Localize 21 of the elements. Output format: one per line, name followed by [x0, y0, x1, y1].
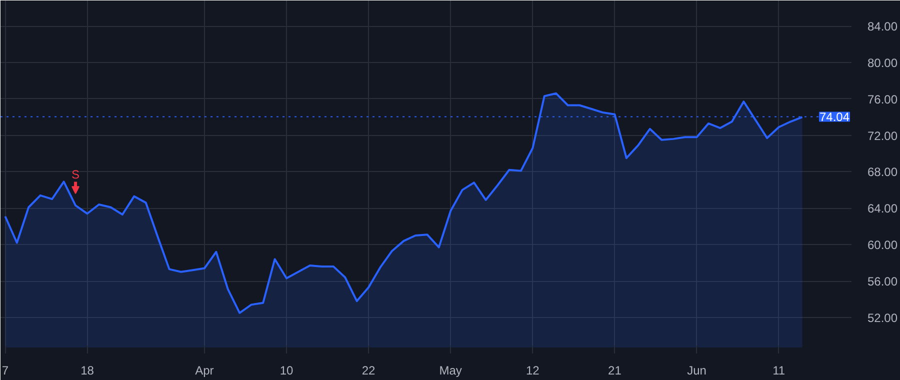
x-tick-label: Jun: [687, 364, 706, 378]
x-tick-label: 21: [608, 364, 622, 378]
x-tick-label: 12: [526, 364, 540, 378]
x-tick-label: 10: [280, 364, 294, 378]
y-tick-label: 60.00: [868, 238, 898, 252]
y-tick-label: 84.00: [868, 20, 898, 34]
x-tick-label: May: [439, 364, 462, 378]
y-tick-label: 56.00: [868, 274, 898, 289]
y-tick-label: 52.00: [868, 310, 898, 325]
x-tick-label: 18: [80, 364, 94, 378]
ref-line-label: 74.04: [819, 110, 850, 124]
y-tick-label: 68.00: [868, 165, 898, 180]
y-tick-label: 76.00: [868, 92, 898, 106]
x-tick-label: Apr: [195, 364, 214, 378]
annotation: S: [72, 168, 80, 182]
x-tick-label: 7: [2, 364, 9, 378]
y-tick-label: 72.00: [868, 128, 898, 143]
x-tick-label: 11: [772, 364, 786, 378]
y-tick-label: 80.00: [868, 56, 898, 70]
x-tick-label: 22: [362, 364, 376, 378]
y-tick-label: 64.00: [868, 202, 898, 216]
